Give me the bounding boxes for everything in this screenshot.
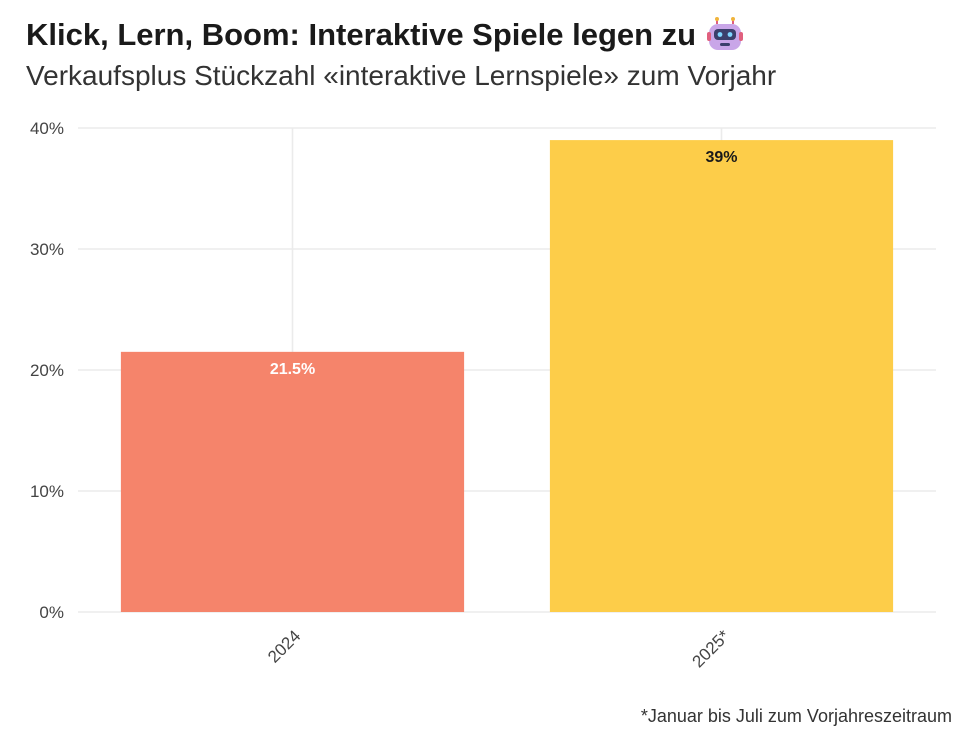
y-tick-label: 30% <box>30 240 64 259</box>
bar-layer <box>120 140 894 612</box>
y-tick-label: 0% <box>39 603 64 622</box>
bar-value-label: 21.5% <box>270 361 315 378</box>
robot-icon <box>706 16 744 54</box>
y-tick-label: 40% <box>30 119 64 138</box>
bar-2024 <box>120 351 465 612</box>
bar-2025 <box>549 140 894 612</box>
y-tick-label: 10% <box>30 482 64 501</box>
bar-value-label: 39% <box>705 149 737 166</box>
chart-subtitle: Verkaufsplus Stückzahl «interaktive Lern… <box>26 60 777 91</box>
x-tick-label: 2024 <box>264 626 304 666</box>
footnote-caption: *Januar bis Juli zum Vorjahreszeitraum <box>640 706 952 726</box>
chart-title: Klick, Lern, Boom: Interaktive Spiele le… <box>26 16 744 54</box>
y-tick-label: 20% <box>30 361 64 380</box>
x-tick-label: 2025* <box>688 626 733 671</box>
chart-title-text: Klick, Lern, Boom: Interaktive Spiele le… <box>26 17 697 52</box>
bar-chart: 0% 10% 20% 30% 40% 21.5% 2024 39% 2025* <box>30 119 936 671</box>
